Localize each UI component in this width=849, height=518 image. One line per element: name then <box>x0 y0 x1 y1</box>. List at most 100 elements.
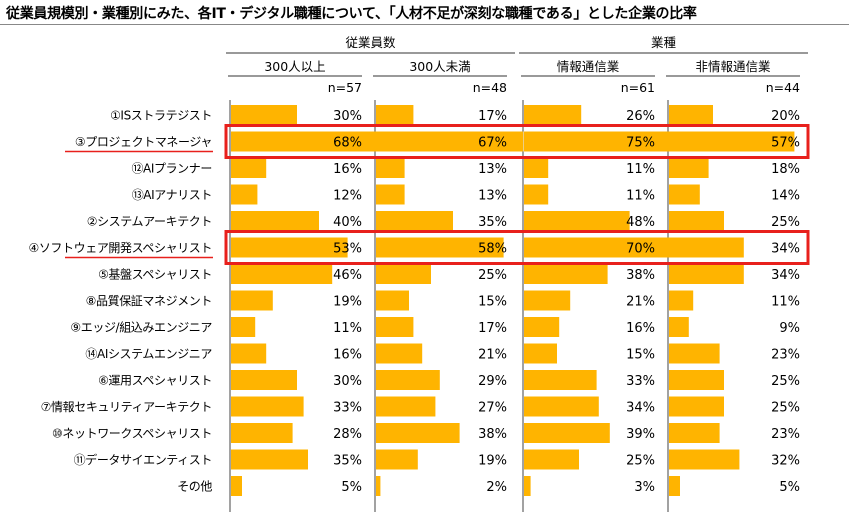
bar <box>231 449 308 470</box>
bar <box>524 264 608 284</box>
bar <box>231 476 242 496</box>
column-header: 情報通信業 <box>557 59 620 74</box>
bar-value-label: 11% <box>771 295 800 310</box>
bar <box>376 370 440 390</box>
bar <box>231 131 381 152</box>
bar-value-label: 13% <box>478 189 507 204</box>
bar <box>524 211 630 231</box>
bar-value-label: 29% <box>478 374 507 389</box>
column-header: 300人未満 <box>409 59 470 74</box>
bar <box>524 449 579 470</box>
bar-value-label: 25% <box>771 374 800 389</box>
bar-value-label: 39% <box>626 427 655 442</box>
bar-value-label: 34% <box>626 401 655 416</box>
bar-value-label: 57% <box>771 136 800 151</box>
bar <box>669 317 689 337</box>
category-label: ②システムアーキテクト <box>87 215 212 229</box>
bar-value-label: 26% <box>626 109 655 124</box>
bar <box>376 317 414 337</box>
bar <box>231 317 256 337</box>
bar <box>524 343 557 364</box>
bar-value-label: 20% <box>771 109 800 124</box>
title-divider <box>0 24 849 25</box>
bar-value-label: 58% <box>478 242 507 257</box>
bar <box>524 131 689 152</box>
bar <box>376 184 405 205</box>
bar <box>231 105 297 125</box>
category-label: ④ソフトウェア開発スペシャリスト <box>28 241 212 255</box>
bar-value-label: 23% <box>771 348 800 363</box>
group-header: 従業員数 <box>345 35 396 50</box>
bar-value-label: 33% <box>626 374 655 389</box>
bar-value-label: 3% <box>634 480 655 495</box>
bar-value-label: 25% <box>771 401 800 416</box>
category-label: その他 <box>177 480 212 494</box>
chart-title: 従業員規模別・業種別にみた、各IT・デジタル職種について、「人材不足が深刻な職種… <box>6 6 697 22</box>
bar <box>376 105 414 125</box>
bar-value-label: 25% <box>626 454 655 469</box>
bar <box>669 158 709 178</box>
bar <box>669 396 724 417</box>
bar <box>231 264 333 284</box>
bar-value-label: 17% <box>478 321 507 336</box>
bar <box>669 343 720 364</box>
bar-value-label: 33% <box>333 401 362 416</box>
bar <box>669 211 724 231</box>
bar-value-label: 25% <box>771 215 800 230</box>
sample-size-label: n=61 <box>621 80 655 95</box>
bar <box>376 343 423 364</box>
bar-value-label: 5% <box>341 480 362 495</box>
bar <box>524 370 597 390</box>
bar-value-label: 11% <box>333 321 362 336</box>
bar <box>231 396 304 417</box>
bar <box>376 396 436 417</box>
bar <box>376 264 431 284</box>
bar-value-label: 46% <box>333 268 362 283</box>
category-label: ⑥運用スペシャリスト <box>98 374 212 388</box>
bar-value-label: 15% <box>478 295 507 310</box>
bar-value-label: 35% <box>333 454 362 469</box>
category-label: ⑭AIシステムエンジニア <box>85 347 212 361</box>
bar-value-label: 14% <box>771 189 800 204</box>
bar-value-label: 38% <box>626 268 655 283</box>
bar-value-label: 25% <box>478 268 507 283</box>
bar <box>524 158 549 178</box>
category-label: ⑪データサイエンティスト <box>74 452 212 467</box>
bar <box>231 211 319 231</box>
bar <box>669 476 680 496</box>
category-label: ⑩ネットワークスペシャリスト <box>52 427 212 441</box>
bar-value-label: 11% <box>626 162 655 177</box>
sample-size-label: n=57 <box>328 80 362 95</box>
bar <box>524 476 531 496</box>
bar <box>376 211 453 231</box>
bar-value-label: 17% <box>478 109 507 124</box>
bar-value-label: 34% <box>771 268 800 283</box>
group-header: 業種 <box>651 35 677 50</box>
bar <box>376 131 524 152</box>
category-label: ⑤基盤スペシャリスト <box>98 268 212 282</box>
sample-size-label: n=48 <box>473 80 507 95</box>
bar-value-label: 11% <box>626 189 655 204</box>
bar <box>524 423 610 443</box>
category-label: ⑦情報セキュリティアーキテクト <box>41 400 212 414</box>
bar-value-label: 32% <box>771 454 800 469</box>
category-label: ①ISストラテジスト <box>110 109 212 123</box>
bar-value-label: 9% <box>779 321 800 336</box>
category-label: ⑨エッジ/組込みエンジニア <box>70 321 212 335</box>
bar <box>376 476 381 496</box>
bar <box>669 184 700 205</box>
bar <box>376 158 405 178</box>
bar-value-label: 48% <box>626 215 655 230</box>
sample-size-label: n=44 <box>766 80 800 95</box>
bar <box>669 290 694 311</box>
bar-value-label: 30% <box>333 374 362 389</box>
bar-value-label: 19% <box>478 454 507 469</box>
bar <box>524 290 571 311</box>
bar <box>376 449 418 470</box>
bar <box>231 423 293 443</box>
bar <box>669 264 744 284</box>
bar-value-label: 67% <box>478 136 507 151</box>
bar <box>669 370 724 390</box>
bar-value-label: 12% <box>333 189 362 204</box>
